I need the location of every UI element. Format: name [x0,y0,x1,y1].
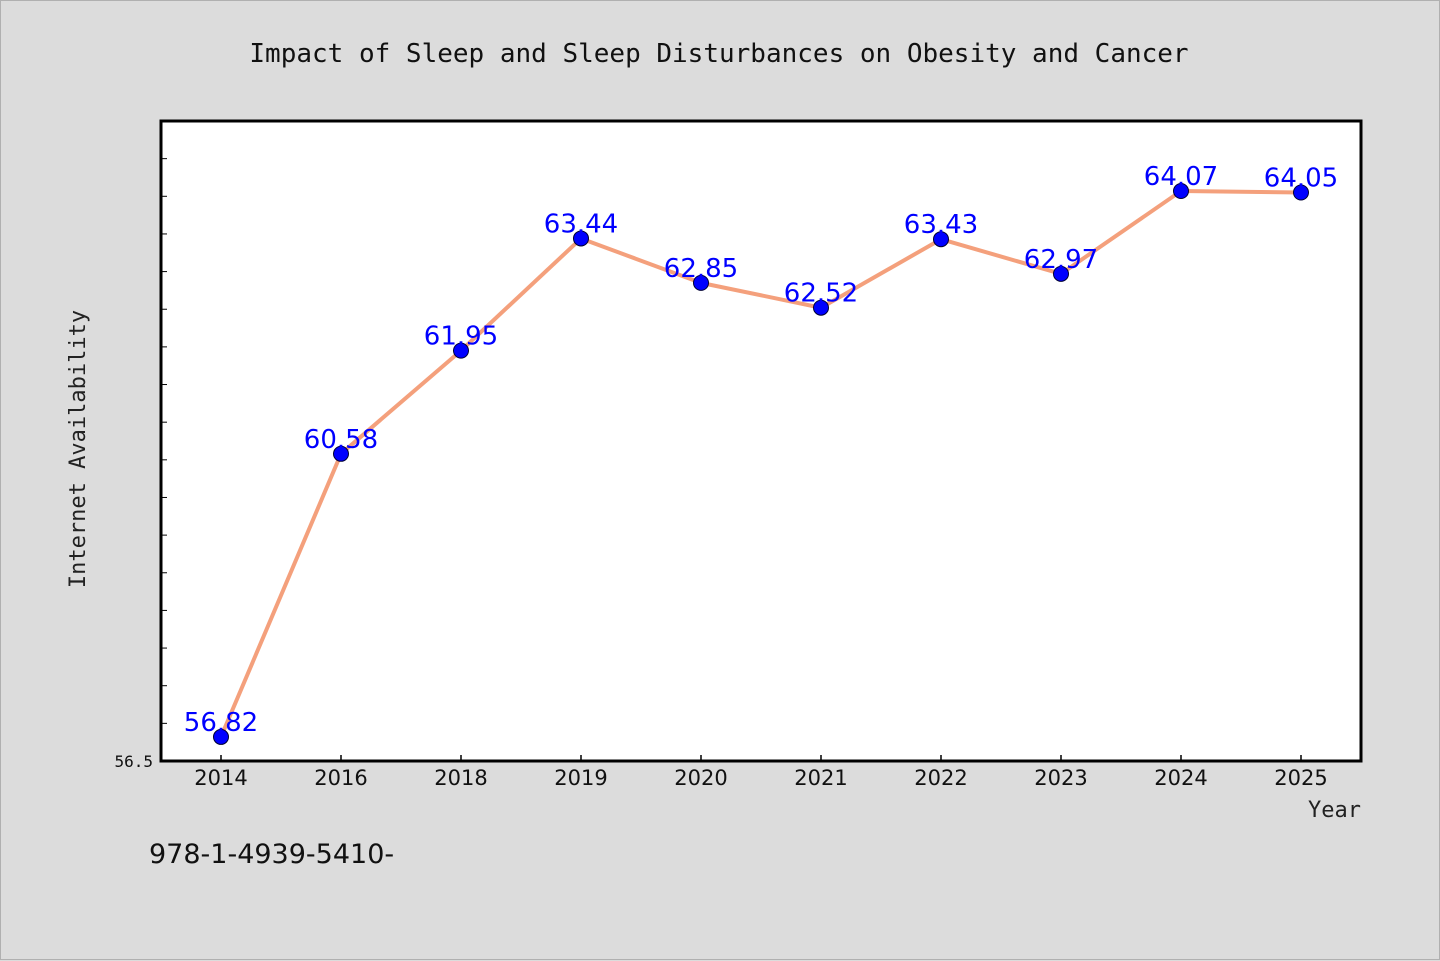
x-tick-label: 2018 [434,766,487,790]
data-point [693,274,709,291]
x-tick-label: 2024 [1154,766,1207,790]
data-point [813,299,829,316]
data-label: 60.58 [304,425,378,455]
y-axis-label: Internet Availability [66,310,91,588]
x-tick-label: 2020 [674,766,727,790]
chart-title: Impact of Sleep and Sleep Disturbances o… [249,39,1188,69]
x-tick-label: 2016 [314,766,367,790]
x-tick-label: 2022 [914,766,967,790]
x-axis-label: Year [1308,798,1361,823]
data-label: 63.44 [544,209,618,239]
data-label: 62.85 [664,254,738,284]
data-point [933,231,949,248]
y-tick-label: 56.5 [114,752,153,771]
data-point [1173,183,1189,200]
data-point [453,342,469,359]
x-tick-label: 2023 [1034,766,1087,790]
x-tick-label: 2019 [554,766,607,790]
data-point [1293,184,1309,201]
plot-area [161,121,1361,761]
data-label: 64.07 [1144,162,1218,192]
x-tick-label: 2014 [194,766,247,790]
data-label: 61.95 [424,322,498,352]
footnote-text: 978-1-4939-5410- [149,839,394,870]
plot-border [159,119,1363,763]
data-point [1053,265,1069,282]
data-label: 56.82 [184,708,258,738]
series-line [219,189,1303,739]
x-tick-label: 2021 [794,766,847,790]
x-tick-label: 2025 [1274,766,1327,790]
data-label: 62.52 [784,279,858,309]
data-label: 63.43 [904,210,978,240]
data-label: 64.05 [1264,164,1338,194]
data-point [573,230,589,247]
data-labels: 56.82 60.58 61.95 63.44 62.85 62.52 63.43 62.97… [184,162,1338,738]
series-group [213,183,1309,745]
data-point [213,728,229,745]
x-axis-ticks: 2014 2016 2018 2019 2020 2021 2022 2023 2024 2025 [194,755,1328,790]
data-point [333,445,349,462]
data-label: 62.97 [1024,245,1098,275]
